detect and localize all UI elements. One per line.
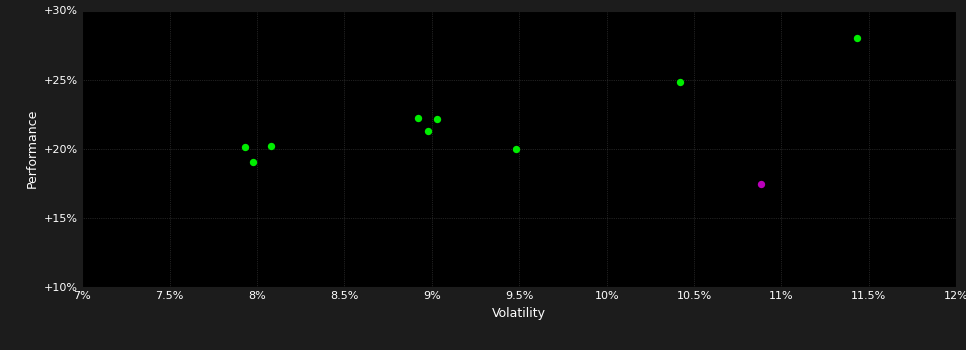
Point [508, 147, 524, 152]
Point [429, 116, 444, 122]
Point [245, 159, 261, 165]
Point [263, 143, 278, 149]
Point [420, 128, 436, 134]
Point [672, 79, 688, 85]
X-axis label: Volatility: Volatility [493, 307, 546, 320]
Point [753, 181, 768, 187]
Y-axis label: Performance: Performance [25, 109, 39, 188]
Point [849, 35, 865, 41]
Point [411, 115, 426, 120]
Point [237, 144, 252, 149]
